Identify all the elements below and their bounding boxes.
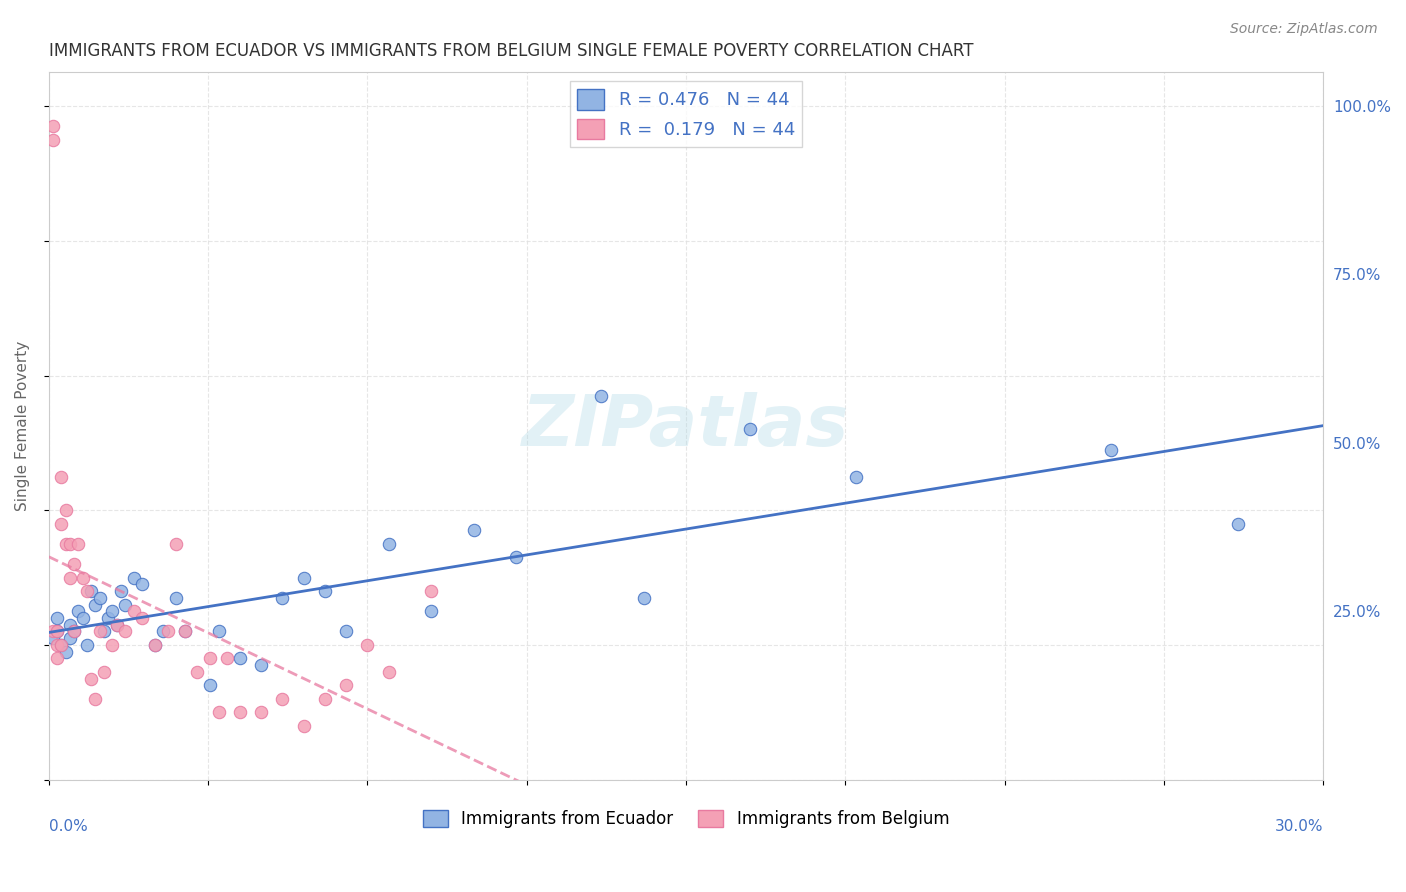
Point [738, 422, 761, 436]
Point [101, 604, 124, 618]
Text: ZIPatlas: ZIPatlas [522, 392, 849, 460]
Point [420, 604, 443, 618]
Point [1099, 442, 1122, 457]
Text: Source: ZipAtlas.com: Source: ZipAtlas.com [1230, 22, 1378, 37]
Point [356, 638, 378, 652]
Point [229, 706, 252, 720]
Point [463, 524, 485, 538]
Point [633, 591, 655, 605]
Point [420, 584, 443, 599]
Point [51, 469, 73, 483]
Point [208, 624, 231, 639]
Point [46, 624, 69, 639]
Point [377, 665, 399, 679]
Point [42, 120, 65, 134]
Point [589, 389, 612, 403]
Point [59, 617, 82, 632]
Point [165, 537, 187, 551]
Point [314, 691, 336, 706]
Point [42, 631, 65, 645]
Text: 30.0%: 30.0% [1275, 819, 1323, 833]
Point [208, 706, 231, 720]
Point [173, 624, 195, 639]
Point [93, 665, 115, 679]
Point [67, 537, 90, 551]
Point [335, 678, 357, 692]
Point [101, 638, 124, 652]
Point [97, 611, 120, 625]
Point [46, 638, 69, 652]
Point [59, 537, 82, 551]
Point [114, 598, 136, 612]
Point [105, 617, 128, 632]
Point [250, 706, 273, 720]
Point [292, 719, 315, 733]
Point [51, 638, 73, 652]
Point [114, 624, 136, 639]
Point [51, 516, 73, 531]
Point [314, 584, 336, 599]
Point [156, 624, 179, 639]
Point [42, 133, 65, 147]
Point [59, 570, 82, 584]
Point [46, 651, 69, 665]
Y-axis label: Single Female Poverty: Single Female Poverty [15, 341, 30, 511]
Point [46, 611, 69, 625]
Point [110, 584, 132, 599]
Point [250, 658, 273, 673]
Point [55, 645, 77, 659]
Point [198, 678, 221, 692]
Point [143, 638, 166, 652]
Point [80, 672, 103, 686]
Point [42, 624, 65, 639]
Point [131, 611, 153, 625]
Point [84, 691, 107, 706]
Legend: R = 0.476   N = 44, R =  0.179   N = 44: R = 0.476 N = 44, R = 0.179 N = 44 [569, 81, 803, 146]
Point [271, 691, 294, 706]
Point [46, 624, 69, 639]
Point [271, 591, 294, 605]
Point [55, 537, 77, 551]
Point [229, 651, 252, 665]
Point [89, 591, 111, 605]
Point [335, 624, 357, 639]
Point [143, 638, 166, 652]
Point [72, 611, 94, 625]
Point [105, 617, 128, 632]
Point [63, 557, 86, 571]
Point [55, 503, 77, 517]
Point [198, 651, 221, 665]
Point [186, 665, 208, 679]
Point [59, 631, 82, 645]
Point [72, 570, 94, 584]
Point [845, 469, 868, 483]
Text: IMMIGRANTS FROM ECUADOR VS IMMIGRANTS FROM BELGIUM SINGLE FEMALE POVERTY CORRELA: IMMIGRANTS FROM ECUADOR VS IMMIGRANTS FR… [49, 42, 973, 60]
Point [165, 591, 187, 605]
Point [1227, 516, 1250, 531]
Point [51, 638, 73, 652]
Point [217, 651, 239, 665]
Point [152, 624, 174, 639]
Point [122, 570, 145, 584]
Point [63, 624, 86, 639]
Point [67, 604, 90, 618]
Point [292, 570, 315, 584]
Point [89, 624, 111, 639]
Point [76, 584, 98, 599]
Point [131, 577, 153, 591]
Point [63, 624, 86, 639]
Point [80, 584, 103, 599]
Point [76, 638, 98, 652]
Point [377, 537, 399, 551]
Point [505, 550, 527, 565]
Point [93, 624, 115, 639]
Point [122, 604, 145, 618]
Point [173, 624, 195, 639]
Text: 0.0%: 0.0% [49, 819, 87, 833]
Point [84, 598, 107, 612]
